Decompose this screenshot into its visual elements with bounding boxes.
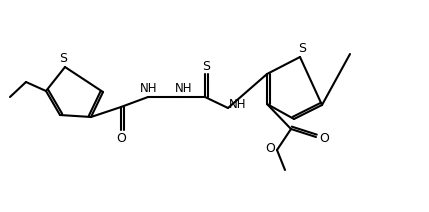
Text: NH: NH — [175, 81, 193, 95]
Text: O: O — [319, 131, 329, 145]
Text: NH: NH — [229, 98, 247, 110]
Text: S: S — [202, 60, 210, 73]
Text: S: S — [298, 42, 306, 54]
Text: NH: NH — [140, 81, 158, 95]
Text: S: S — [59, 53, 67, 66]
Text: O: O — [265, 141, 275, 155]
Text: O: O — [116, 131, 126, 145]
